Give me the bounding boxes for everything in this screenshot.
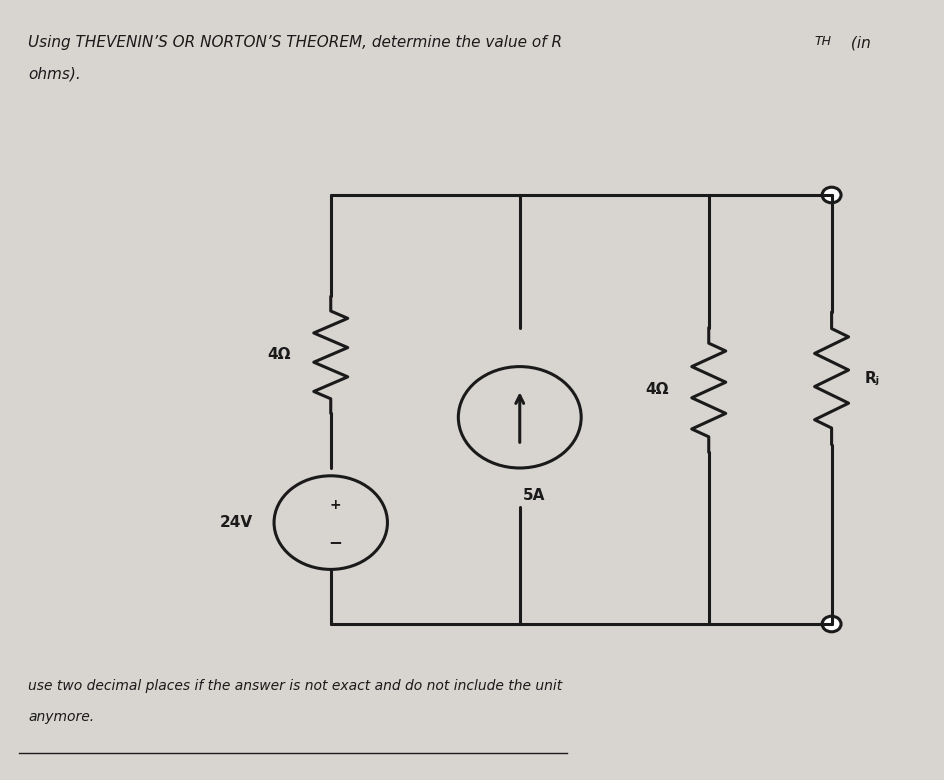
Text: +: + bbox=[329, 498, 341, 512]
Text: 4Ω: 4Ω bbox=[267, 347, 290, 363]
Text: TH: TH bbox=[814, 35, 831, 48]
Circle shape bbox=[821, 187, 840, 203]
Text: anymore.: anymore. bbox=[28, 710, 94, 724]
Text: ohms).: ohms). bbox=[28, 66, 81, 81]
Text: 4Ω: 4Ω bbox=[645, 382, 667, 398]
Text: Rⱼ: Rⱼ bbox=[864, 370, 879, 386]
Text: 24V: 24V bbox=[219, 515, 253, 530]
Circle shape bbox=[821, 616, 840, 632]
Text: (in: (in bbox=[845, 35, 869, 50]
Text: use two decimal places if the answer is not exact and do not include the unit: use two decimal places if the answer is … bbox=[28, 679, 562, 693]
Text: Using THEVENIN’S OR NORTON’S THEOREM, determine the value of R: Using THEVENIN’S OR NORTON’S THEOREM, de… bbox=[28, 35, 562, 50]
Text: 5A: 5A bbox=[522, 488, 545, 502]
Text: −: − bbox=[329, 533, 342, 551]
